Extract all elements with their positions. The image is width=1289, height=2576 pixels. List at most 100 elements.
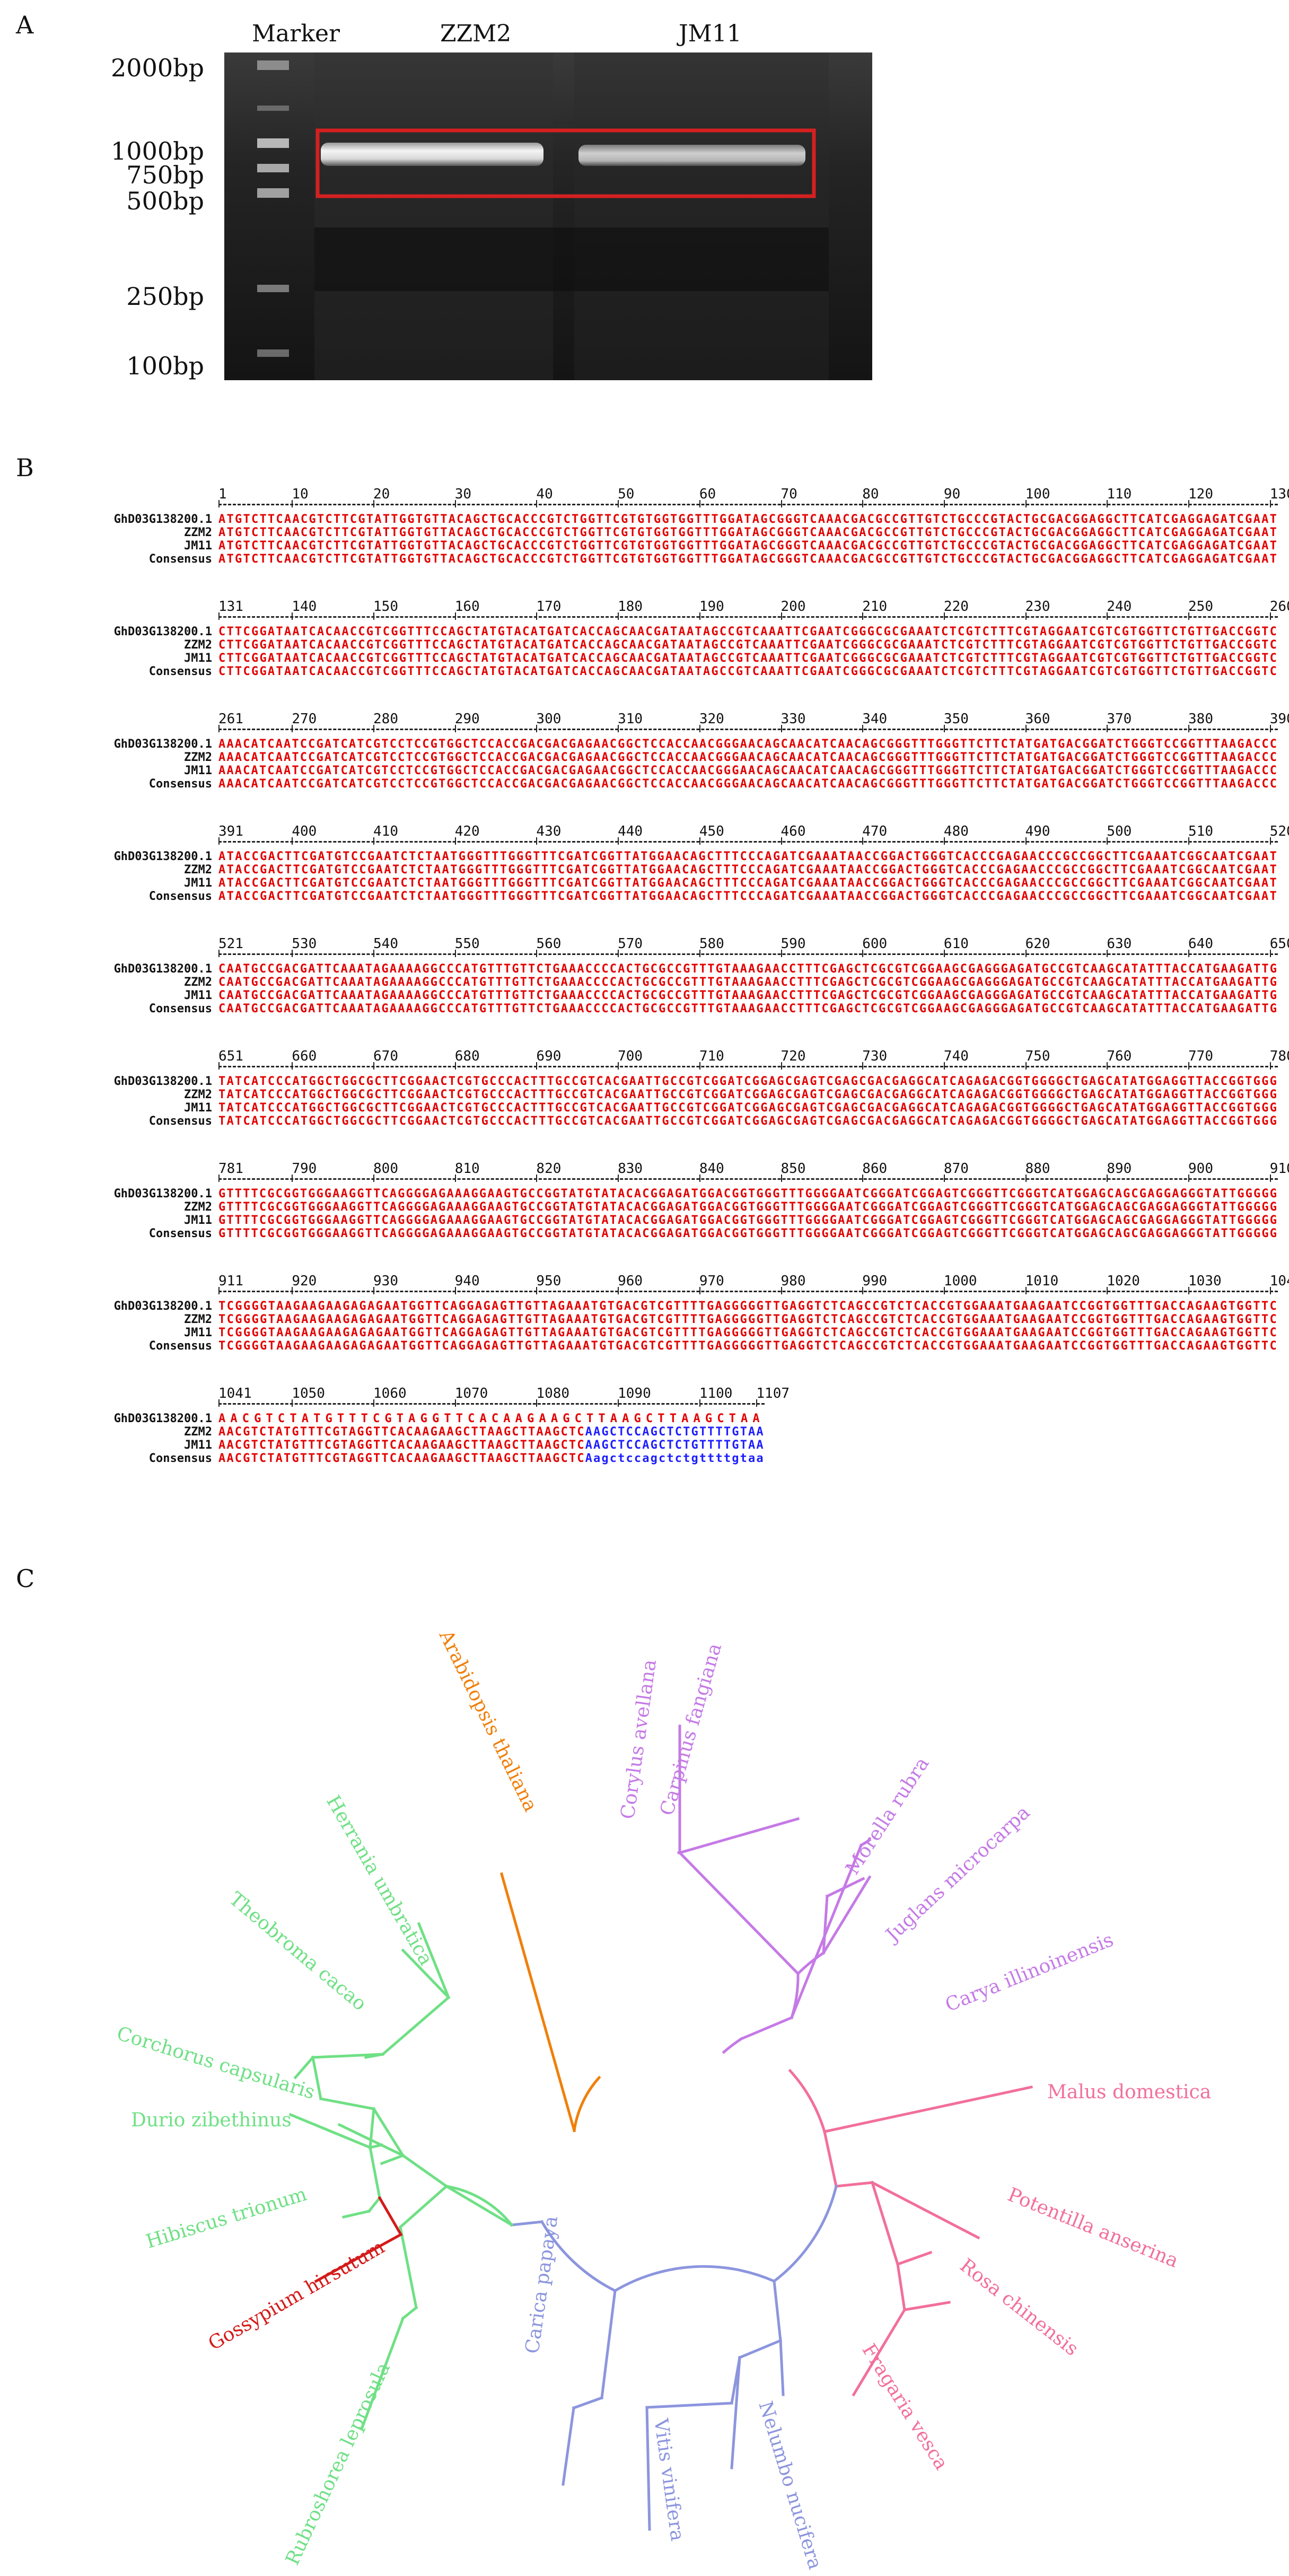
- position-number: 40: [536, 486, 553, 502]
- position-number: 250: [1188, 599, 1213, 615]
- ruler-tick: [618, 1399, 619, 1407]
- sequence-text: AAACATCAATCCGATCATCGTCCTCCGTGGCTCCACCGAC…: [218, 777, 1278, 791]
- sequence-text: CAATGCCGACGATTCAAATAGAAAAGGCCCATGTTTGTTC…: [218, 976, 1278, 989]
- alignment-block: 261 270 280 290 300 310 320 330 340 350 360 370 380 3…: [88, 711, 1289, 823]
- position-number: 640: [1188, 936, 1213, 952]
- position-ruler: [218, 725, 1278, 732]
- sequence-name: Consensus: [148, 1002, 212, 1015]
- ruler-tick: [862, 1287, 864, 1294]
- sequence-text: CTTCGGATAATCACAACCGTCGGTTTCCAGCTATGTACAT…: [218, 652, 1278, 665]
- sequence-name: ZZM2: [184, 1425, 212, 1439]
- sequence-name: JM11: [184, 989, 212, 1002]
- position-number: 60: [699, 486, 716, 502]
- position-numbers: 1041 1050 1060 1070 1080 1090 1100 1107: [218, 1386, 1279, 1401]
- sequence-name: JM11: [184, 1214, 212, 1227]
- position-number: 651: [218, 1048, 243, 1064]
- position-number: 70: [781, 486, 797, 502]
- sequence-name: JM11: [184, 1326, 212, 1339]
- sequence-text: TATCATCCCATGGCTGGCGCTTCGGAACTCGTGCCCACTT…: [218, 1101, 1278, 1115]
- lane-label-zzm2: ZZM2: [440, 20, 512, 47]
- ruler-tick: [1269, 725, 1271, 732]
- ruler-tick: [1269, 1175, 1271, 1182]
- ruler-tick: [862, 837, 864, 845]
- taxon-fragaria: Fragaria vesca: [857, 2340, 952, 2474]
- ruler-tick: [1188, 500, 1190, 507]
- position-number: 391: [218, 823, 243, 839]
- alignment-row: ZZM2 CTTCGGATAATCACAACCGTCGGTTTCCAGCTATGT…: [88, 638, 1278, 652]
- branch-pink-clade: [788, 2069, 1033, 2397]
- sequence-name: GhD03G138200.1: [113, 1412, 212, 1425]
- ruler-tick: [373, 1399, 375, 1407]
- ruler-tick: [862, 1062, 864, 1070]
- ruler-tick: [292, 950, 293, 957]
- ruler-tick: [218, 1062, 220, 1070]
- position-number: 990: [862, 1273, 888, 1289]
- sequence-name: Consensus: [148, 665, 212, 678]
- ruler-tick: [1107, 1062, 1108, 1070]
- ruler-tick: [292, 725, 293, 732]
- position-number: 580: [699, 936, 724, 952]
- position-number: 270: [292, 711, 317, 727]
- ruler-tick: [699, 1399, 700, 1407]
- alignment-row: ZZM2 TATCATCCCATGGCTGGCGCTTCGGAACTCGTGCCC…: [88, 1088, 1278, 1101]
- ruler-tick: [1269, 612, 1271, 620]
- ruler-tick: [218, 612, 220, 620]
- ruler-tick: [618, 1062, 619, 1070]
- ruler-tick: [943, 950, 945, 957]
- panel-label-a: A: [16, 11, 34, 39]
- position-number: 620: [1025, 936, 1050, 952]
- position-number: 890: [1107, 1161, 1132, 1177]
- position-number: 380: [1188, 711, 1213, 727]
- sequence-name: GhD03G138200.1: [113, 1075, 212, 1088]
- position-number: 280: [373, 711, 398, 727]
- position-number: 440: [618, 823, 643, 839]
- sequence-matched: AACGTCTATGTTTCGTAGGTTCACAAGAAGCTTAAGCTTA…: [218, 1452, 585, 1465]
- sequence-name: GhD03G138200.1: [113, 1187, 212, 1201]
- taxon-arabidopsis: Arabidopsis thaliana: [434, 1626, 541, 1815]
- ruler-tick: [292, 1399, 293, 1407]
- ruler-tick: [699, 1062, 700, 1070]
- alignment-block: 391 400 410 420 430 440 450 460 470 480 490 500 510 5…: [88, 823, 1289, 936]
- sequence-text: TATCATCCCATGGCTGGCGCTTCGGAACTCGTGCCCACTT…: [218, 1075, 1278, 1088]
- ruler-tick: [1269, 950, 1271, 957]
- band-highlight-box: [315, 128, 816, 198]
- position-number: 220: [943, 599, 969, 615]
- alignment-block: 521 530 540 550 560 570 580 590 600 610 620 630 640 6…: [88, 936, 1289, 1048]
- position-number: 1080: [536, 1386, 570, 1401]
- position-number: 830: [618, 1161, 643, 1177]
- alignment-block: 131 140 150 160 170 180 190 200 210 220 230 240 250 2…: [88, 599, 1289, 711]
- ruler-tick: [781, 725, 782, 732]
- ruler-tick: [1107, 1287, 1108, 1294]
- sequence-text: TATCATCCCATGGCTGGCGCTTCGGAACTCGTGCCCACTT…: [218, 1088, 1278, 1101]
- position-number: 1030: [1188, 1273, 1222, 1289]
- sequence-text: ATGTCTTCAACGTCTTCGTATTGGTGTTACAGCTGCACCC…: [218, 539, 1278, 553]
- position-number: 430: [536, 823, 562, 839]
- sequence-name: ZZM2: [184, 751, 212, 764]
- ruler-tick: [454, 1062, 456, 1070]
- sequence-name: Consensus: [148, 1452, 212, 1465]
- taxon-rosa: Rosa chinensis: [955, 2255, 1082, 2360]
- alignment-row: Consensus TCGGGGTAAGAAGAAGAGAGAATGGTTCAGG…: [88, 1339, 1278, 1353]
- ruler-tick: [292, 500, 293, 507]
- sequence-name: ZZM2: [184, 1201, 212, 1214]
- position-number: 780: [1269, 1048, 1289, 1064]
- alignment-row: JM11 CTTCGGATAATCACAACCGTCGGTTTCCAGCTATGT…: [88, 652, 1278, 665]
- marker-band-1000: [257, 138, 289, 148]
- sequence-name: Consensus: [148, 1227, 212, 1240]
- alignment-row: ZZM2 CAATGCCGACGATTCAAATAGAAAAGGCCCATGTTT…: [88, 976, 1278, 989]
- ruler-tick: [618, 500, 619, 507]
- position-number: 610: [943, 936, 969, 952]
- position-number: 560: [536, 936, 562, 952]
- position-number: 1107: [756, 1386, 790, 1401]
- position-numbers: 911 920 930 940 950 960 970 980 990 1000 1010 1020 1…: [218, 1273, 1289, 1289]
- position-number: 650: [1269, 936, 1289, 952]
- ruler-tick: [536, 837, 538, 845]
- alignment-row: GhD03G138200.1 CTTCGGATAATCACAACCGTCGGTTT…: [88, 625, 1278, 638]
- position-number: 470: [862, 823, 888, 839]
- position-number: 310: [618, 711, 643, 727]
- position-number: 260: [1269, 599, 1289, 615]
- ruler-tick: [373, 1175, 375, 1182]
- ruler-tick: [699, 500, 700, 507]
- taxon-corchorus: Corchorus capsularis: [114, 2022, 317, 2104]
- taxon-vitis: Vitis vinifera: [650, 2417, 688, 2543]
